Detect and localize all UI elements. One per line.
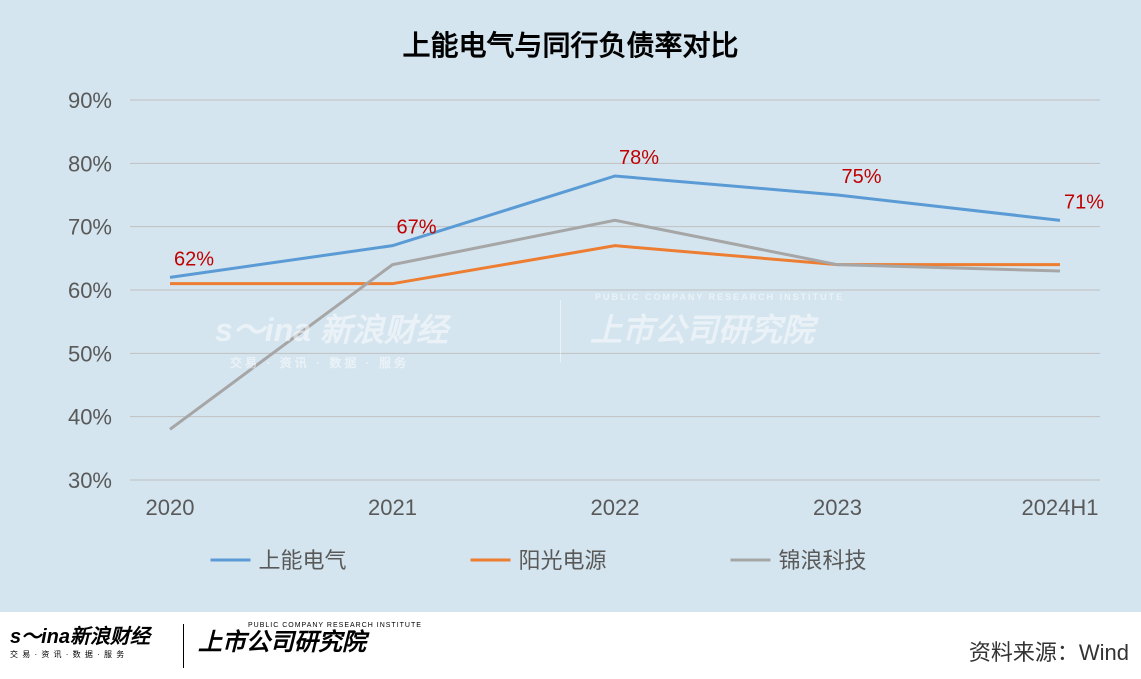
- svg-text:上能电气: 上能电气: [259, 548, 347, 573]
- svg-text:2023: 2023: [813, 495, 862, 520]
- source-label: 资料来源：Wind: [969, 635, 1129, 667]
- chart-svg: 上能电气与同行负债率对比 30% 40% 50% 60% 70% 80% 90% 2020 202…: [0, 0, 1141, 612]
- footer-bar: s〜ina新浪财经 交 易 · 资 讯 · 数 据 · 服 务 PUBLIC C…: [0, 612, 1141, 679]
- svg-text:90%: 90%: [68, 88, 112, 113]
- svg-text:阳光电源: 阳光电源: [519, 548, 607, 573]
- svg-text:62%: 62%: [174, 248, 214, 270]
- svg-text:75%: 75%: [842, 166, 882, 188]
- footer-logo-divider: [183, 624, 184, 668]
- svg-text:锦浪科技: 锦浪科技: [779, 548, 867, 573]
- svg-text:78%: 78%: [619, 147, 659, 169]
- svg-text:2022: 2022: [591, 495, 640, 520]
- svg-text:2024H1: 2024H1: [1021, 495, 1098, 520]
- svg-text:30%: 30%: [68, 468, 112, 493]
- svg-text:40%: 40%: [68, 405, 112, 430]
- svg-text:70%: 70%: [68, 215, 112, 240]
- footer-institute-logo: PUBLIC COMPANY RESEARCH INSTITUTE 上市公司研究…: [198, 622, 366, 657]
- svg-text:上能电气与同行负债率对比: 上能电气与同行负债率对比: [402, 29, 738, 61]
- svg-text:50%: 50%: [68, 341, 112, 366]
- svg-text:67%: 67%: [397, 217, 437, 239]
- footer-sina-logo: s〜ina新浪财经 交 易 · 资 讯 · 数 据 · 服 务: [10, 620, 150, 660]
- svg-text:2021: 2021: [368, 495, 417, 520]
- svg-text:71%: 71%: [1064, 191, 1104, 213]
- chart-container: 上能电气与同行负债率对比 30% 40% 50% 60% 70% 80% 90% 2020 202…: [0, 0, 1141, 679]
- svg-text:2020: 2020: [146, 495, 195, 520]
- svg-text:60%: 60%: [68, 278, 112, 303]
- svg-text:80%: 80%: [68, 151, 112, 176]
